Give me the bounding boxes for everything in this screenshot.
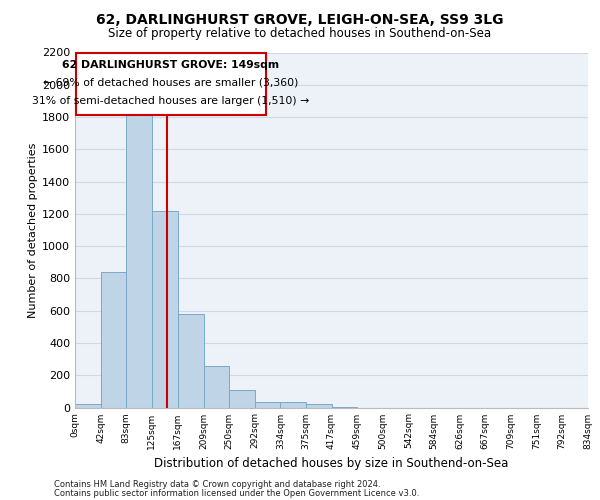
Bar bbox=[178, 314, 203, 408]
Bar bbox=[229, 390, 254, 407]
Bar bbox=[254, 402, 280, 407]
Bar bbox=[331, 406, 358, 408]
Bar bbox=[101, 272, 126, 407]
FancyBboxPatch shape bbox=[76, 52, 266, 116]
Text: 62, DARLINGHURST GROVE, LEIGH-ON-SEA, SS9 3LG: 62, DARLINGHURST GROVE, LEIGH-ON-SEA, SS… bbox=[96, 12, 504, 26]
X-axis label: Distribution of detached houses by size in Southend-on-Sea: Distribution of detached houses by size … bbox=[154, 457, 509, 470]
Text: Contains public sector information licensed under the Open Government Licence v3: Contains public sector information licen… bbox=[54, 489, 419, 498]
Bar bbox=[203, 366, 229, 408]
Text: Size of property relative to detached houses in Southend-on-Sea: Size of property relative to detached ho… bbox=[109, 28, 491, 40]
Text: 31% of semi-detached houses are larger (1,510) →: 31% of semi-detached houses are larger (… bbox=[32, 96, 310, 106]
Text: ← 69% of detached houses are smaller (3,360): ← 69% of detached houses are smaller (3,… bbox=[43, 78, 299, 88]
Bar bbox=[280, 402, 305, 407]
Bar bbox=[126, 106, 152, 408]
Text: Contains HM Land Registry data © Crown copyright and database right 2024.: Contains HM Land Registry data © Crown c… bbox=[54, 480, 380, 489]
Y-axis label: Number of detached properties: Number of detached properties bbox=[28, 142, 38, 318]
Bar bbox=[75, 404, 101, 407]
Bar bbox=[305, 404, 331, 407]
Text: 62 DARLINGHURST GROVE: 149sqm: 62 DARLINGHURST GROVE: 149sqm bbox=[62, 60, 280, 70]
Bar bbox=[152, 210, 178, 408]
